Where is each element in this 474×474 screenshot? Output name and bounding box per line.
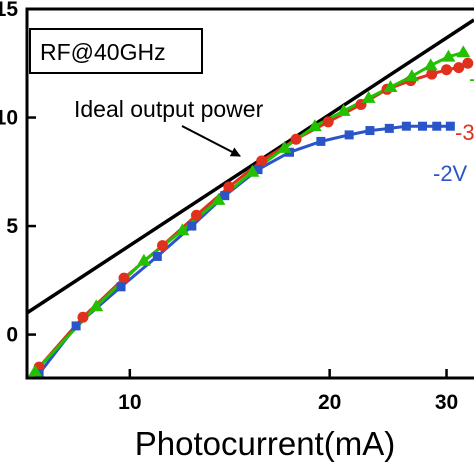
y-tick-label: 5 [6,215,18,238]
series-2-point [423,58,438,71]
series-1-point [384,123,394,133]
series-1-point [316,136,326,146]
series-2-point [245,164,260,177]
y-tick-label: 0 [6,324,18,347]
y-tick-label: 15 [0,0,18,21]
x-tick-label: 30 [435,391,458,414]
series-2-point [361,90,376,103]
series-label-0: -3 [455,120,474,145]
series-1-point [187,221,197,231]
series-1-point [253,165,263,175]
series-2-point [28,364,43,377]
legend-box [29,28,203,74]
series-1-point [116,282,126,292]
series-2-point [336,104,351,116]
x-tick-label: 20 [318,391,341,414]
series-2-point [277,140,292,153]
series-2-point [404,69,419,82]
series-0-point [290,133,302,145]
series-2-point [175,223,190,236]
series-0-point [256,155,268,167]
series-0-point [322,116,334,128]
series-0-point [223,181,235,193]
series-2-point [441,49,456,62]
series-1-point [365,126,375,136]
series-1-point [432,121,442,131]
series-0-point [156,240,168,252]
series-label-1: -2V [433,161,468,186]
ideal-power-annotation: Ideal output power [74,96,264,122]
series-0-point [118,272,130,284]
annotation-arrow [181,125,241,157]
series-2-point [89,299,104,312]
series-0-point [462,57,474,69]
x-axis-title: Photocurrent(mA) [135,425,395,462]
series-2-point [456,45,471,58]
series-1-point [401,121,411,131]
series-line-1 [37,124,451,375]
series-0-point [441,64,453,76]
series-2-point [136,253,151,266]
x-tick-label: 10 [118,391,141,414]
series-1-point [417,121,427,131]
series-2-point [307,119,322,132]
series-label-2: - [469,66,474,91]
series-1-point [71,321,81,331]
legend-label: RF@40GHz [40,39,166,65]
series-1-point [152,251,162,261]
y-tick-label: 10 [0,107,18,130]
series-0-point [426,68,438,80]
series-0-point [77,311,89,323]
series-0-point [190,209,202,221]
series-1-point [220,191,230,201]
series-2-point [383,80,398,93]
series-1-point [344,130,354,140]
series-2-point [211,193,226,205]
series-1-point [445,121,455,131]
series-0-point [453,62,465,74]
ideal-output-line [27,18,474,315]
plot-frame [25,7,474,380]
